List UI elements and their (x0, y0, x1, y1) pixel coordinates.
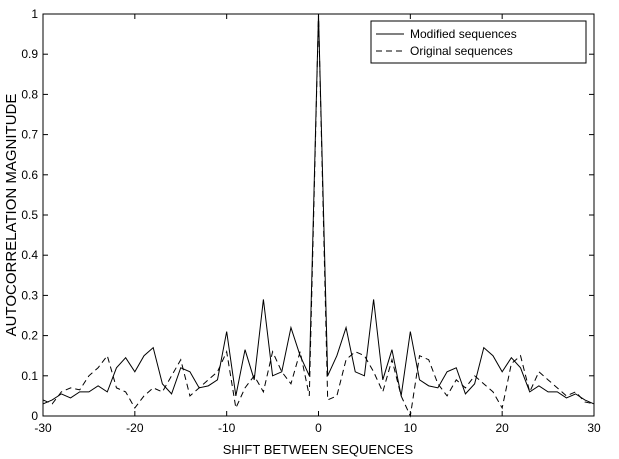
x-tick-label-6: 30 (587, 421, 601, 435)
x-axis-title: SHIFT BETWEEN SEQUENCES (223, 442, 414, 457)
x-tick-label-1: -20 (126, 421, 144, 435)
series-line-original (42, 13, 595, 418)
axis-tick-labels: -30 -20 -10 0 10 20 30 0 0.1 0.2 0.3 0.4 0.5 0.6 0.7 0.… (21, 7, 601, 435)
legend-label-original: Original sequences (410, 44, 513, 58)
y-tick-label-4: 0.4 (21, 248, 38, 262)
plot-area (42, 13, 595, 417)
series-layer (42, 13, 595, 418)
x-tick-label-5: 20 (495, 421, 509, 435)
y-axis-title: AUTOCORRELATION MAGNITUDE (3, 94, 20, 337)
legend-box (370, 20, 587, 64)
legend: Modified sequences Original sequences (370, 20, 587, 64)
y-tick-label-9: 0.9 (21, 47, 38, 61)
y-tick-label-6: 0.6 (21, 168, 38, 182)
x-tick-label-2: -10 (218, 421, 236, 435)
x-tick-label-4: 10 (404, 421, 418, 435)
y-tick-label-0: 0 (31, 409, 38, 423)
y-tick-label-1: 0.1 (21, 369, 38, 383)
legend-label-modified: Modified sequences (410, 27, 517, 41)
y-tick-label-8: 0.8 (21, 87, 38, 101)
y-tick-label-2: 0.2 (21, 329, 38, 343)
y-tick-label-5: 0.5 (21, 208, 38, 222)
x-tick-label-3: 0 (315, 421, 322, 435)
y-tick-label-10: 1 (31, 7, 38, 21)
y-tick-label-7: 0.7 (21, 128, 38, 142)
axis-ticks (42, 13, 595, 417)
x-tick-label-0: -30 (34, 421, 52, 435)
y-tick-label-3: 0.3 (21, 288, 38, 302)
